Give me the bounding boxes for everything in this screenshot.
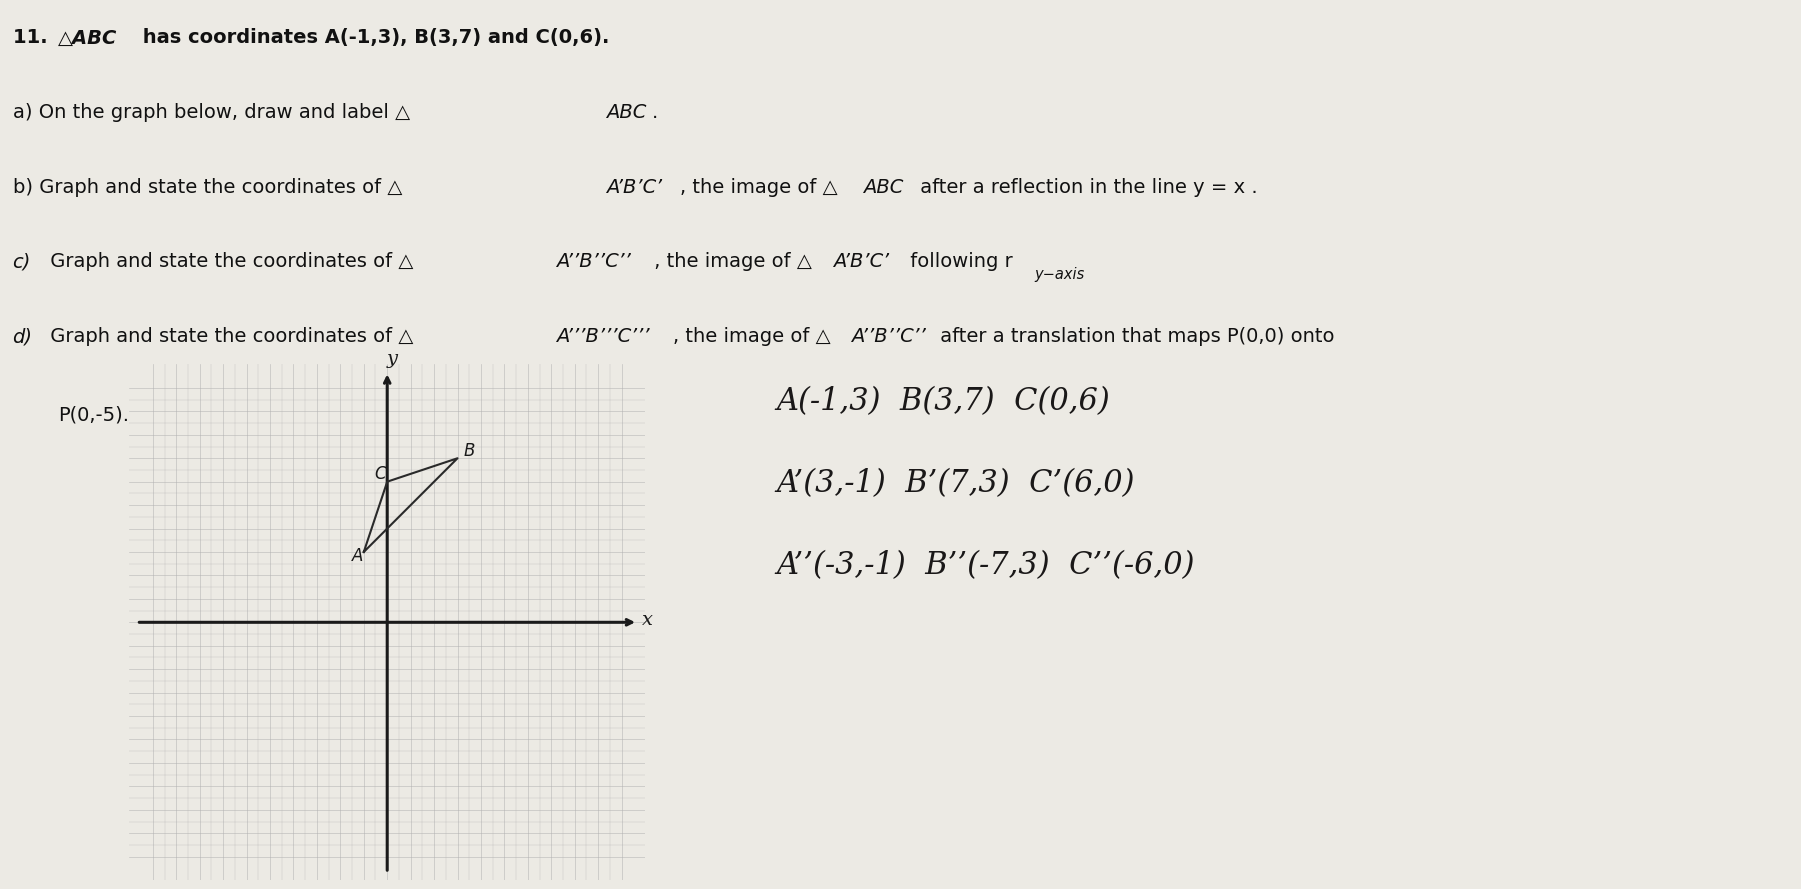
Text: following r: following r xyxy=(904,252,1012,271)
Text: , the image of △: , the image of △ xyxy=(672,327,830,346)
Text: after a reflection in the line y = x .: after a reflection in the line y = x . xyxy=(915,178,1259,196)
Text: A’’B’’C’’: A’’B’’C’’ xyxy=(850,327,926,346)
Text: , the image of △: , the image of △ xyxy=(648,252,812,271)
Text: P(0,-5).: P(0,-5). xyxy=(58,405,130,424)
Text: 11.: 11. xyxy=(13,28,54,47)
Text: A: A xyxy=(351,548,364,565)
Text: ABC: ABC xyxy=(605,103,647,122)
Text: B: B xyxy=(463,442,475,460)
Text: c): c) xyxy=(13,252,31,271)
Text: .: . xyxy=(652,103,657,122)
Text: A’’’B’’’C’’’: A’’’B’’’C’’’ xyxy=(557,327,650,346)
Text: △ABC: △ABC xyxy=(58,28,117,47)
Text: b) Graph and state the coordinates of △: b) Graph and state the coordinates of △ xyxy=(13,178,402,196)
Text: C: C xyxy=(375,465,385,484)
Text: A’(3,-1)  B’(7,3)  C’(6,0): A’(3,-1) B’(7,3) C’(6,0) xyxy=(776,468,1135,499)
Text: y: y xyxy=(387,350,398,368)
Text: has coordinates A(-1,3), B(3,7) and C(0,6).: has coordinates A(-1,3), B(3,7) and C(0,… xyxy=(137,28,609,47)
Text: A’B’C’: A’B’C’ xyxy=(834,252,890,271)
Text: x: x xyxy=(641,611,652,629)
Text: Graph and state the coordinates of △: Graph and state the coordinates of △ xyxy=(45,327,414,346)
Text: ABC: ABC xyxy=(863,178,904,196)
Text: after a translation that maps P(0,0) onto: after a translation that maps P(0,0) ont… xyxy=(935,327,1335,346)
Text: d): d) xyxy=(13,327,32,346)
Text: A’’(-3,-1)  B’’(-7,3)  C’’(-6,0): A’’(-3,-1) B’’(-7,3) C’’(-6,0) xyxy=(776,550,1196,581)
Text: A(-1,3)  B(3,7)  C(0,6): A(-1,3) B(3,7) C(0,6) xyxy=(776,386,1111,417)
Text: A’B’C’: A’B’C’ xyxy=(605,178,661,196)
Text: , the image of △: , the image of △ xyxy=(679,178,837,196)
Text: A’’B’’C’’: A’’B’’C’’ xyxy=(557,252,630,271)
Text: a) On the graph below, draw and label △: a) On the graph below, draw and label △ xyxy=(13,103,409,122)
Text: y−axis: y−axis xyxy=(1034,267,1084,282)
Text: Graph and state the coordinates of △: Graph and state the coordinates of △ xyxy=(45,252,414,271)
